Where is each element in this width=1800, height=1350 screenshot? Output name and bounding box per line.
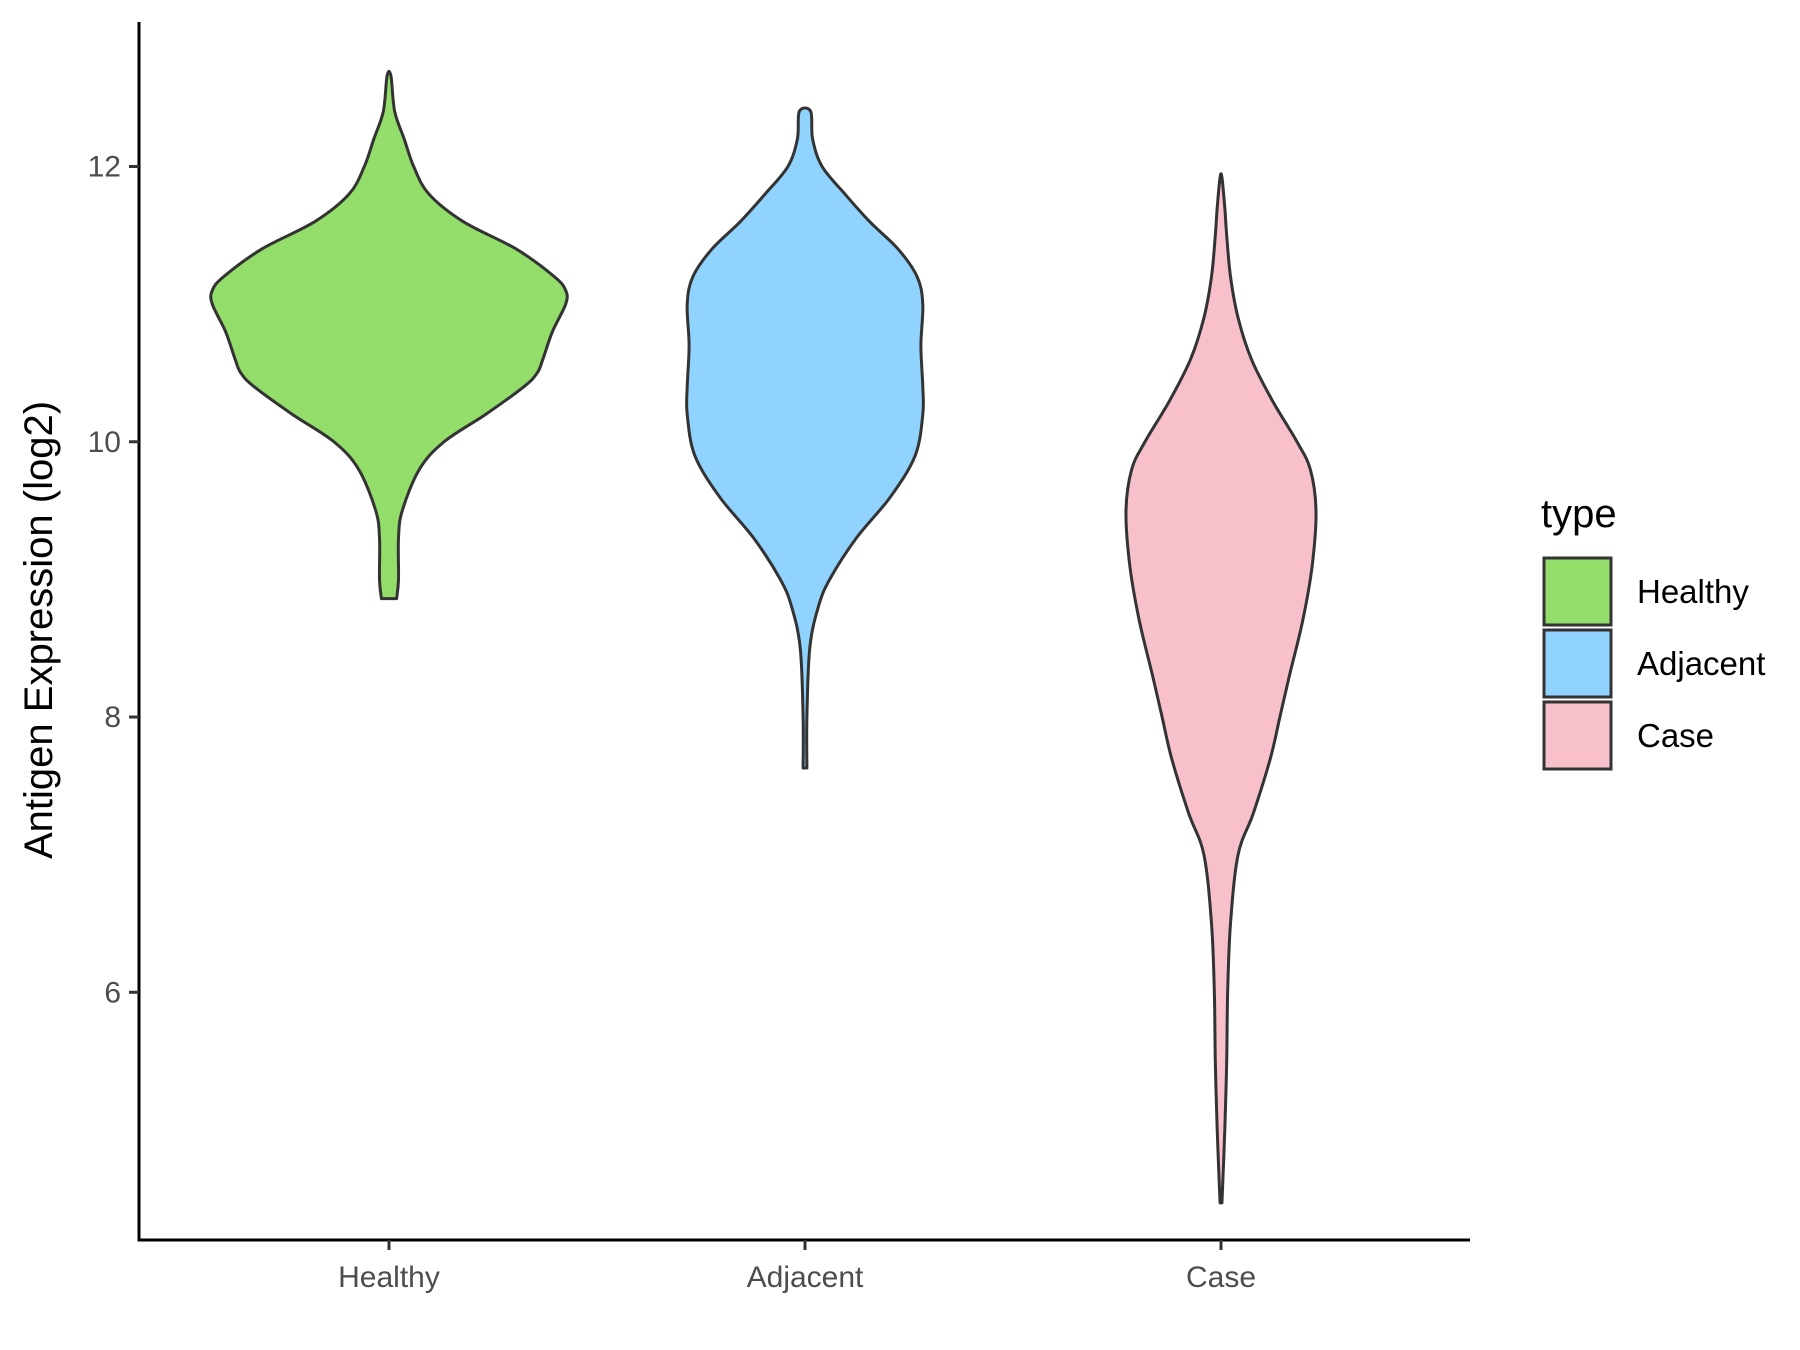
legend-label-healthy: Healthy [1637,573,1749,610]
legend-swatch-healthy [1542,556,1613,627]
y-tick-label: 10 [88,426,121,459]
axes: 6 8 10 12 Healthy Adjacent Case [88,22,1470,1294]
legend-label-adjacent: Adjacent [1637,645,1765,682]
x-tick-label: Adjacent [747,1261,864,1294]
legend-title: type [1541,492,1617,536]
legend-swatch-adjacent [1542,628,1613,699]
legend-label-case: Case [1637,717,1714,754]
violin-case [1124,172,1318,1205]
y-tick-label: 12 [88,151,121,184]
x-tick-label: Case [1186,1261,1256,1294]
y-tick-label: 6 [104,976,121,1009]
violin-healthy [209,69,569,601]
y-axis-title: Antigen Expression (log2) [17,401,61,859]
violin-layer [209,69,1318,1205]
legend: type Healthy Adjacent Case [1541,492,1765,771]
y-tick-label: 8 [104,701,121,734]
violin-adjacent [685,106,925,770]
legend-swatch-case [1542,700,1613,771]
x-tick-label: Healthy [338,1261,440,1294]
